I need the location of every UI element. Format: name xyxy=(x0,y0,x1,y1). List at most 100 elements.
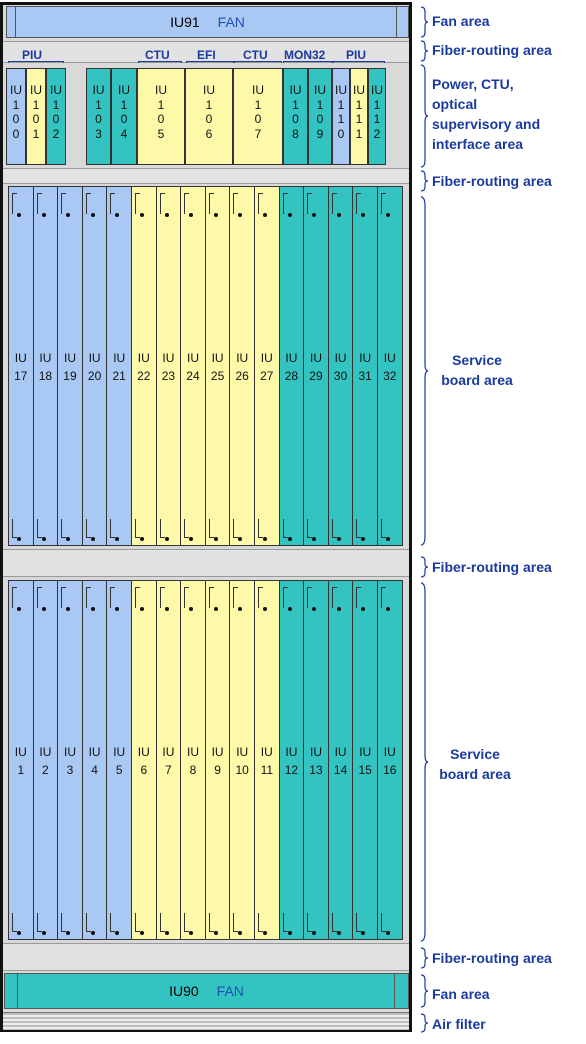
service-slot[interactable]: IU 19 xyxy=(57,186,83,546)
service-slot[interactable]: IU 21 xyxy=(106,186,132,546)
slot-screw-top xyxy=(90,607,95,611)
service-slot[interactable]: IU 18 xyxy=(32,186,59,546)
service-slot[interactable]: IU 8 xyxy=(180,580,206,940)
group-label: CTU xyxy=(145,48,170,62)
top-slot-char: 7 xyxy=(254,126,262,141)
slot-lever-bottom xyxy=(208,913,214,932)
top-slot[interactable]: IU 1 1 0 xyxy=(332,68,350,165)
service-slot[interactable]: IU 32 xyxy=(377,186,403,546)
service-slot[interactable]: IU 26 xyxy=(229,186,255,546)
slot-screw-bottom xyxy=(140,537,144,541)
slot-prefix: IU xyxy=(162,745,175,759)
top-fan-tray[interactable]: IU91 FAN xyxy=(6,6,409,38)
service-slot[interactable]: IU 25 xyxy=(204,186,231,546)
slot-screw-bottom xyxy=(189,931,194,935)
slot-prefix: IU xyxy=(285,351,298,365)
brace-fiber-1 xyxy=(420,40,428,62)
service-slot[interactable]: IU 29 xyxy=(303,186,329,546)
slot-number: 3 xyxy=(66,763,74,777)
slot-screw-bottom xyxy=(263,931,267,935)
top-slot[interactable]: IU 1 0 9 xyxy=(308,68,332,165)
top-slot[interactable]: IU 1 0 6 xyxy=(185,68,233,165)
top-slot[interactable]: IU 1 0 8 xyxy=(283,68,308,165)
slot-lever-top xyxy=(85,587,91,608)
top-slot-char: 1 xyxy=(316,97,324,112)
slot-prefix: IU xyxy=(137,351,150,365)
top-slot[interactable]: IU 1 0 5 xyxy=(137,68,185,165)
top-slot[interactable]: IU 1 0 7 xyxy=(233,68,283,165)
service-slot[interactable]: IU 4 xyxy=(81,580,108,940)
group-label: PIU xyxy=(22,48,43,62)
slot-screw-top xyxy=(164,607,169,611)
slot-lever-bottom xyxy=(135,519,140,538)
service-slot[interactable]: IU 1 xyxy=(8,580,34,940)
top-slot[interactable]: IU 1 0 1 xyxy=(26,68,46,165)
slot-prefix: IU xyxy=(186,351,199,365)
service-slot[interactable]: IU 24 xyxy=(180,186,206,546)
top-slot[interactable]: IU 1 1 2 xyxy=(368,68,386,165)
service-slot[interactable]: IU 28 xyxy=(278,186,305,546)
slot-lever-top xyxy=(307,193,313,214)
service-slot[interactable]: IU 30 xyxy=(327,186,354,546)
service-slot[interactable]: IU 6 xyxy=(131,580,157,940)
service-slot[interactable]: IU 3 xyxy=(57,580,83,940)
service-slot[interactable]: IU 9 xyxy=(204,580,231,940)
service-slot[interactable]: IU 17 xyxy=(8,186,34,546)
slot-lever-bottom xyxy=(36,519,42,538)
slot-screw-top xyxy=(41,607,46,611)
slot-screw-bottom xyxy=(312,537,317,541)
slot-lever-top xyxy=(85,193,91,214)
service-slot[interactable]: IU 15 xyxy=(352,580,378,940)
service-slot[interactable]: IU 16 xyxy=(377,580,403,940)
slot-lever-bottom xyxy=(159,913,165,932)
slot-screw-bottom xyxy=(17,537,21,541)
label-fan-bottom: Fan area xyxy=(432,986,490,1002)
slot-lever-top xyxy=(208,193,214,214)
top-slot-char: 6 xyxy=(205,126,213,141)
slot-lever-top xyxy=(282,587,288,608)
slot-lever-bottom xyxy=(12,913,17,932)
slot-screw-top xyxy=(189,607,194,611)
slot-prefix: IU xyxy=(113,745,126,759)
slot-screw-top xyxy=(336,213,341,217)
service-slot[interactable]: IU 20 xyxy=(81,186,108,546)
top-slot[interactable]: IU 1 0 4 xyxy=(111,68,137,165)
service-slot[interactable]: IU 22 xyxy=(131,186,157,546)
slot-screw-bottom xyxy=(164,537,169,541)
service-slot[interactable]: IU 2 xyxy=(32,580,59,940)
service-slot[interactable]: IU 27 xyxy=(254,186,280,546)
slot-screw-top xyxy=(115,607,120,611)
service-slot[interactable]: IU 23 xyxy=(155,186,182,546)
service-slot[interactable]: IU 14 xyxy=(327,580,354,940)
slot-screw-top xyxy=(164,213,169,217)
slot-number: 27 xyxy=(260,369,274,383)
slot-lever-top xyxy=(184,193,190,214)
slot-lever-top xyxy=(208,587,214,608)
slot-lever-bottom xyxy=(356,913,362,932)
service-slot[interactable]: IU 11 xyxy=(254,580,280,940)
air-filter[interactable] xyxy=(3,1012,409,1030)
top-slot-char: 1 xyxy=(12,97,20,112)
top-slot[interactable]: IU 1 1 1 xyxy=(350,68,368,165)
label-fan-top: Fan area xyxy=(432,13,490,29)
top-slot-char: 0 xyxy=(337,126,345,141)
top-slot[interactable]: IU 1 0 0 xyxy=(6,68,26,165)
bottom-fan-tray[interactable]: IU90 FAN xyxy=(4,973,409,1009)
service-slot[interactable]: IU 5 xyxy=(106,580,132,940)
top-slot[interactable]: IU 1 0 2 xyxy=(46,68,66,165)
top-slot-char: IU xyxy=(335,83,347,97)
service-slot[interactable]: IU 12 xyxy=(278,580,305,940)
top-slot-label: IU 1 0 8 xyxy=(284,83,307,141)
top-slot-char: 1 xyxy=(355,112,363,126)
service-slot[interactable]: IU 7 xyxy=(155,580,182,940)
top-slot-char: 0 xyxy=(12,126,20,141)
service-slot[interactable]: IU 31 xyxy=(352,186,378,546)
slot-screw-top xyxy=(386,607,390,611)
top-slot-char: 0 xyxy=(157,112,165,126)
service-slot[interactable]: IU 10 xyxy=(229,580,255,940)
top-slot[interactable]: IU 1 0 3 xyxy=(86,68,111,165)
slot-lever-bottom xyxy=(36,913,42,932)
label-fiber-3: Fiber-routing area xyxy=(432,559,552,575)
service-slot[interactable]: IU 13 xyxy=(303,580,329,940)
slot-prefix: IU xyxy=(39,351,52,365)
